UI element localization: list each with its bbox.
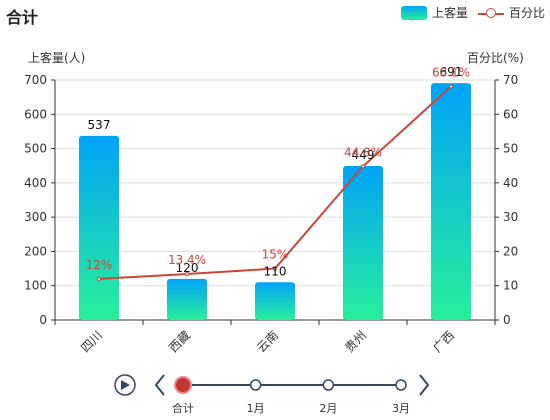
chevron-left-icon[interactable] bbox=[154, 374, 165, 396]
y-left-tick-label: 700 bbox=[24, 73, 47, 87]
bar[interactable] bbox=[79, 135, 119, 320]
percent-label: 13.4% bbox=[168, 253, 206, 267]
legend-item-percent[interactable]: 百分比 bbox=[477, 4, 545, 21]
y-left-tick-label: 200 bbox=[24, 244, 47, 258]
play-icon[interactable] bbox=[114, 374, 136, 396]
x-tick-label: 广西 bbox=[430, 328, 457, 355]
legend-item-passengers[interactable]: 上客量 bbox=[400, 4, 468, 21]
y-left-axis-title: 上客量(人) bbox=[28, 50, 85, 65]
timeline-label: 1月 bbox=[247, 402, 265, 415]
legend-bar-swatch bbox=[400, 5, 427, 20]
y-right-axis-title: 百分比(%) bbox=[467, 51, 524, 65]
y-left-tick-label: 0 bbox=[39, 313, 47, 327]
timeline-label: 3月 bbox=[392, 402, 410, 415]
timeline-label: 合计 bbox=[172, 401, 194, 415]
y-left-tick-label: 600 bbox=[24, 107, 47, 121]
percent-point[interactable] bbox=[361, 164, 365, 169]
bar[interactable] bbox=[343, 166, 383, 320]
y-left-tick-label: 400 bbox=[24, 176, 47, 190]
play-icon-ring bbox=[114, 374, 136, 396]
percent-point[interactable] bbox=[273, 266, 277, 271]
timeline-label: 2月 bbox=[319, 402, 337, 415]
y-right-tick-label: 50 bbox=[503, 142, 518, 156]
y-left-tick-label: 500 bbox=[24, 142, 47, 156]
bar[interactable] bbox=[431, 83, 471, 320]
bar[interactable] bbox=[167, 278, 207, 320]
percent-point[interactable] bbox=[97, 276, 101, 281]
play-icon-triangle bbox=[121, 380, 130, 390]
y-right-tick-label: 10 bbox=[503, 279, 518, 293]
legend-line-label: 百分比 bbox=[508, 6, 545, 20]
y-left-tick-label: 300 bbox=[24, 210, 47, 224]
y-right-tick-label: 30 bbox=[503, 210, 518, 224]
timeline-node-active[interactable] bbox=[174, 376, 192, 394]
percent-label: 12% bbox=[86, 258, 113, 272]
bar-value-label: 120 bbox=[176, 261, 199, 275]
y-right-tick-label: 20 bbox=[503, 244, 518, 258]
y-right-tick-label: 0 bbox=[503, 313, 511, 327]
x-tick-label: 四川 bbox=[78, 328, 105, 355]
percent-point[interactable] bbox=[449, 84, 453, 89]
bar-value-label: 691 bbox=[440, 65, 463, 79]
x-tick-label: 云南 bbox=[254, 328, 282, 356]
x-tick-label: 贵州 bbox=[342, 328, 369, 355]
percent-label: 15% bbox=[262, 248, 289, 262]
percent-label: 68.1% bbox=[432, 66, 470, 80]
timeline-node[interactable] bbox=[395, 379, 407, 391]
x-tick-label: 西藏 bbox=[166, 328, 193, 355]
legend-line-swatch bbox=[477, 6, 504, 20]
y-right-tick-label: 70 bbox=[503, 73, 518, 87]
bar-value-label: 449 bbox=[352, 148, 375, 162]
legend: 上客量 百分比 bbox=[391, 4, 545, 21]
bar[interactable] bbox=[255, 282, 295, 320]
timeline-node[interactable] bbox=[249, 379, 262, 391]
percent-label: 44.8% bbox=[344, 145, 382, 159]
y-right-tick-label: 40 bbox=[503, 176, 518, 190]
bar-value-label: 537 bbox=[88, 118, 111, 132]
chart-title: 合计 bbox=[6, 8, 39, 27]
chevron-right-icon[interactable] bbox=[419, 374, 430, 396]
percent-point[interactable] bbox=[185, 272, 189, 277]
legend-bar-label: 上客量 bbox=[431, 6, 468, 20]
timeline-node[interactable] bbox=[322, 379, 335, 391]
y-right-tick-label: 60 bbox=[503, 107, 518, 121]
bar-value-label: 110 bbox=[264, 264, 287, 278]
y-left-tick-label: 100 bbox=[24, 279, 47, 293]
